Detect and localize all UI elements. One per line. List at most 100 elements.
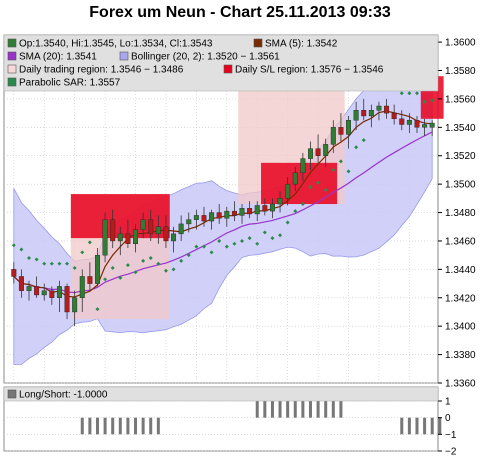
candle-body [277,198,283,205]
candle-body [26,286,32,291]
legend-swatch [7,51,17,61]
candle-body [323,144,329,156]
lower-legend-swatch [7,389,17,399]
psar-dot [415,91,419,96]
candle-body [308,148,313,159]
candle-body [18,276,24,291]
psar-dot [141,258,146,263]
y-tick-label: 1.3440 [445,265,476,276]
candle-body [110,219,116,242]
legend-swatch [7,64,17,74]
psar-dot [156,261,161,266]
long-short-bar [407,417,411,435]
long-short-bar [324,401,328,418]
candle-body [193,215,199,220]
long-short-bar [149,417,153,435]
candle-body [300,158,306,173]
long-short-bar [423,417,427,435]
psar-dot [323,187,328,192]
candle-body [399,118,405,125]
y-tick-label: 1.3460 [445,236,476,247]
y-tick-label: 1.3420 [445,293,476,304]
candle-body [64,286,70,313]
candle-body [125,233,131,245]
candle-body [201,215,207,222]
candle-body [361,110,367,117]
legend-swatch [253,38,263,48]
candle-body [209,212,215,222]
candle-body [346,120,352,135]
psar-dot [209,250,214,255]
psar-dot [95,307,100,312]
long-short-bar [270,401,274,418]
long-short-bar [301,401,305,418]
legend-label: Daily S/L region: 1.3576 − 1.3546 [235,65,384,76]
long-short-bar [156,417,160,435]
psar-dot [293,209,298,214]
long-short-bar [316,401,320,418]
psar-dot [430,98,435,103]
candle-body [11,269,17,277]
long-short-bar [286,401,290,418]
candle-body [148,219,154,235]
candle-body [102,219,108,256]
psar-dot [217,238,222,243]
candle-body [292,172,298,185]
lower-legend-label: Long/Short: -1.0000 [19,390,108,401]
long-short-bar [118,417,122,435]
psar-dot [285,220,290,225]
y-tick-label: 1.3520 [445,151,476,162]
candle-body [254,205,260,215]
candle-body [163,226,169,242]
psar-dot [422,99,427,104]
candle-body [72,297,78,313]
candle-body [406,120,412,125]
psar-dot [34,257,39,262]
candle-body [41,290,47,296]
y-tick-label: 1.3580 [445,66,476,77]
candle-body [94,254,100,284]
candle-body [376,105,382,111]
legend-swatch [119,51,129,61]
candle-body [429,122,435,128]
long-short-bar [339,401,343,418]
lower-legend-box [3,386,439,402]
legend-label: Daily trading region: 1.3546 − 1.3486 [19,65,184,76]
legend-swatch [223,64,233,74]
candle-body [422,124,428,128]
candle-body [79,276,85,298]
psar-dot [186,253,191,258]
psar-dot [331,167,336,172]
candle-body [224,210,230,219]
legend-swatch [7,77,17,87]
long-short-bar [438,417,442,435]
lower-y-tick-label: −1 [445,430,457,441]
psar-dot [133,270,138,275]
legend-swatch [7,38,17,48]
candle-body [171,233,177,242]
lower-legend: Long/Short: -1.0000 [7,389,108,401]
candle-body [56,286,62,298]
psar-dot [354,145,359,150]
lower-y-tick-label: −2 [445,447,457,457]
candle-body [384,105,390,114]
long-short-bar [95,417,99,435]
candle-body [353,110,359,121]
long-short-bar [293,401,297,418]
candle-body [117,233,123,242]
long-short-bar [308,401,312,418]
y-tick-label: 1.3400 [445,322,476,333]
psar-dot [399,91,404,96]
psar-dot [270,236,275,241]
candle-body [368,110,374,117]
long-short-bar [88,417,92,435]
candle-body [391,112,397,120]
psar-dot [232,241,237,246]
psar-dot [194,244,199,249]
long-short-bar [400,417,404,435]
y-tick-label: 1.3360 [445,379,476,390]
long-short-bar [103,417,107,435]
y-tick-label: 1.3600 [445,38,476,49]
long-short-bar [134,417,138,435]
